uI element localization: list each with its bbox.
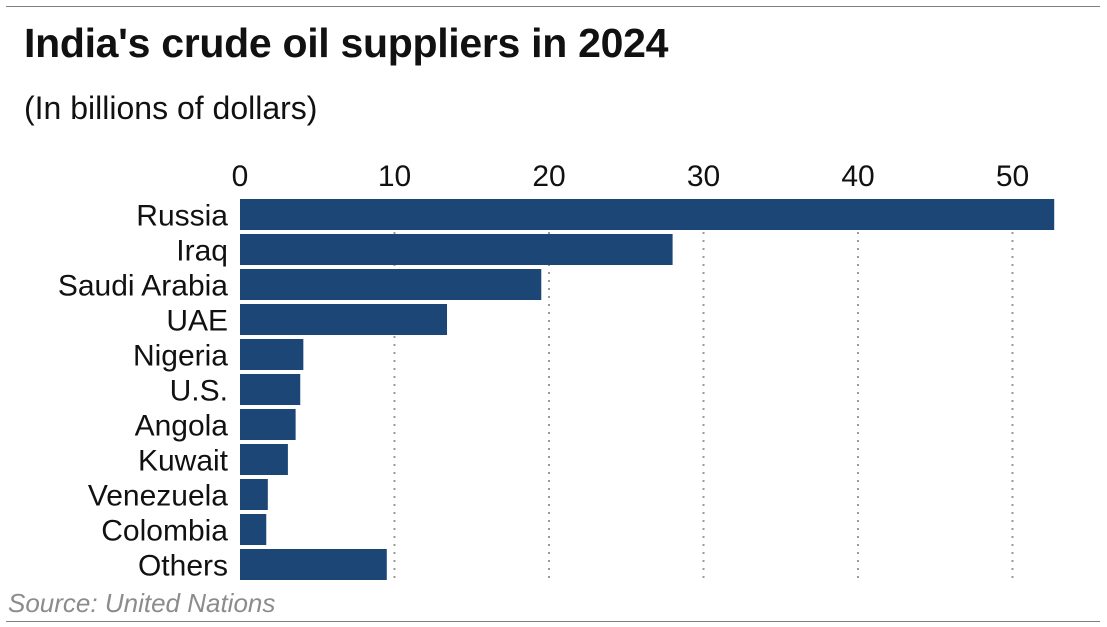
x-axis-tick-labels: 0 10 20 30 40 50 <box>232 160 1030 193</box>
bars <box>240 199 1055 580</box>
category-label: U.S. <box>170 375 228 408</box>
category-label: UAE <box>166 305 228 338</box>
bar-others <box>240 549 387 580</box>
bar-kuwait <box>240 444 288 475</box>
category-label: Saudi Arabia <box>58 270 228 303</box>
bar-saudi-arabia <box>240 269 542 300</box>
x-tick-label: 40 <box>841 160 874 193</box>
category-label: Venezuela <box>88 480 228 513</box>
category-label: Nigeria <box>133 340 228 373</box>
bar-colombia <box>240 514 267 545</box>
bottom-rule <box>6 621 1100 622</box>
x-tick-label: 20 <box>532 160 565 193</box>
bar-u-s <box>240 374 301 405</box>
chart-title: India's crude oil suppliers in 2024 <box>24 20 669 66</box>
x-tick-label: 50 <box>996 160 1029 193</box>
bar-nigeria <box>240 339 304 370</box>
x-tick-label: 0 <box>232 160 249 193</box>
category-label: Angola <box>135 410 229 443</box>
category-label: Russia <box>136 200 228 233</box>
bar-russia <box>240 199 1055 230</box>
x-tick-label: 30 <box>687 160 720 193</box>
bar-uae <box>240 304 448 335</box>
top-rule <box>6 6 1100 7</box>
category-label: Colombia <box>101 515 228 548</box>
source-note: Source: United Nations <box>8 588 276 618</box>
bar-iraq <box>240 234 673 265</box>
category-label: Iraq <box>176 235 228 268</box>
category-label: Others <box>138 550 228 583</box>
category-label: Kuwait <box>138 445 229 478</box>
x-tick-label: 10 <box>378 160 411 193</box>
chart-subtitle: (In billions of dollars) <box>24 90 318 126</box>
bar-angola <box>240 409 296 440</box>
bar-venezuela <box>240 479 268 510</box>
